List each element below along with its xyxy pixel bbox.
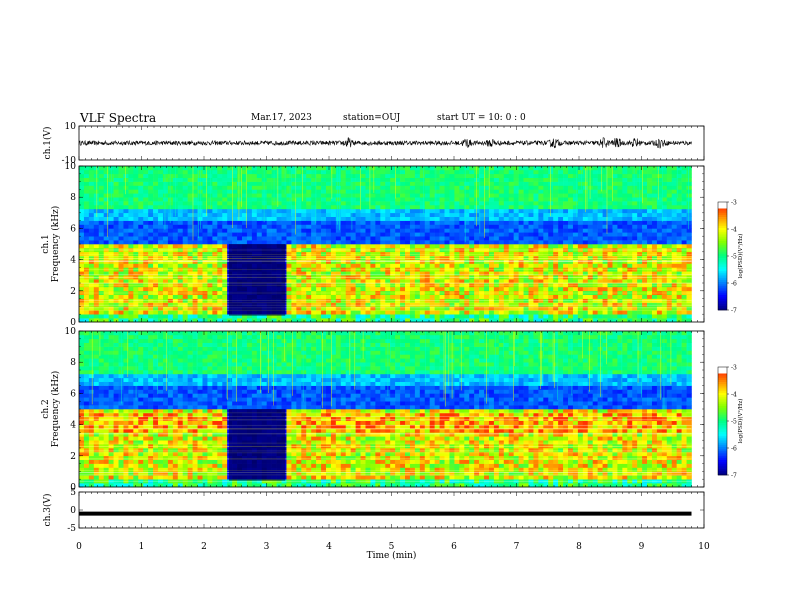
ch2-spectrogram-ytick-label: 0	[70, 483, 76, 493]
ch2-spectrogram-ytick-label: 6	[70, 389, 76, 399]
ch3-waveform-ytick-label: 5	[70, 488, 76, 498]
ch2-spectrogram-ytick-label: 8	[70, 358, 76, 368]
ch2-spectrogram-colorbar: -3 -4 -5 -6 -7 log(PSD)(V²/Hz)	[717, 365, 744, 480]
xtick-label: 9	[639, 542, 645, 552]
ch1-waveform-line	[78, 137, 692, 149]
xaxis-label: Time (min)	[367, 550, 417, 561]
date-label: Mar.17, 2023	[251, 113, 312, 123]
ch2-spectrogram-ytick-label: 10	[65, 327, 77, 337]
ch1-spectrogram-colorbar-label: log(PSD)(V²/Hz)	[737, 234, 744, 279]
ch1-waveform-ylabel: ch.1(V)	[42, 127, 53, 160]
ch1-waveform-ytick-label: 10	[65, 122, 77, 132]
ch1-spectrogram-ytick-label: 10	[65, 162, 77, 172]
ch1-spectrogram-colorbar-tick: -7	[731, 308, 737, 315]
ch1-spectrogram-colorbar-tick: -5	[731, 254, 737, 261]
ch1-spectrogram-ytick-label: 6	[70, 224, 76, 234]
station-label: station=OUJ	[343, 113, 401, 123]
ch2-spectrogram-ylabel-line: Frequency (kHz)	[50, 371, 61, 448]
xtick-label: 6	[451, 542, 457, 552]
ch2-spectrogram-colorbar-tick: -6	[731, 446, 737, 453]
xtick-label: 8	[576, 542, 582, 552]
xtick-label: 0	[76, 542, 82, 552]
ch3-waveform-ytick-label: 0	[70, 506, 76, 516]
xtick-label: 10	[698, 542, 710, 552]
ch2-spectrogram-colorbar-tick: -5	[731, 419, 737, 426]
ch2-spectrogram-colorbar-label: log(PSD)(V²/Hz)	[737, 399, 744, 444]
ch2-spectrogram-ytick-label: 2	[70, 452, 76, 462]
ch3-waveform-ylabel-line: ch.3(V)	[42, 494, 53, 527]
ch1-waveform-ytick-label: -10	[62, 156, 77, 166]
xtick-label: 5	[389, 542, 395, 552]
ch1-spectrogram	[79, 166, 692, 323]
ch1-waveform-ylabel-line: ch.1(V)	[42, 127, 53, 160]
ch1-spectrogram-ytick-label: 0	[70, 318, 76, 328]
ch1-spectrogram-ytick-label: 8	[70, 193, 76, 203]
ch2-spectrogram-ytick-label: 4	[70, 421, 76, 431]
ch1-spectrogram-ytick-label: 2	[70, 287, 76, 297]
ch3-waveform-ylabel: ch.3(V)	[42, 494, 53, 527]
chart-title: VLF Spectra	[80, 111, 157, 125]
start-time-label: start UT = 10: 0 : 0	[437, 113, 526, 123]
ch1-spectrogram-colorbar: -3 -4 -5 -6 -7 log(PSD)(V²/Hz)	[717, 200, 744, 315]
ch1-spectrogram-colorbar-tick: -4	[731, 227, 737, 234]
ch3-waveform-ytick-label: -5	[67, 524, 76, 534]
xtick-label: 3	[264, 542, 270, 552]
ch2-spectrogram-colorbar-tick: -7	[731, 473, 737, 480]
ch2-spectrogram-ylabel: ch.2Frequency (kHz)	[41, 371, 61, 448]
xtick-label: 2	[201, 542, 207, 552]
xtick-label: 7	[514, 542, 520, 552]
ch1-spectrogram-ytick-label: 4	[70, 256, 76, 266]
ch1-spectrogram-ylabel-line: Frequency (kHz)	[50, 206, 61, 283]
ch2-spectrogram	[79, 331, 692, 488]
ch2-spectrogram-colorbar-tick: -3	[731, 365, 737, 372]
ch1-spectrogram-ylabel: ch.1Frequency (kHz)	[41, 206, 61, 283]
ch1-spectrogram-colorbar-tick: -3	[731, 200, 737, 207]
xtick-label: 4	[326, 542, 332, 552]
ch2-spectrogram-ylabel-line: ch.2	[41, 399, 51, 418]
ch1-spectrogram-colorbar-tick: -6	[731, 281, 737, 288]
ch2-spectrogram-colorbar-tick: -4	[731, 392, 737, 399]
ch1-spectrogram-ylabel-line: ch.1	[41, 234, 51, 253]
xtick-label: 1	[139, 542, 145, 552]
ch3-waveform-frame	[78, 491, 705, 529]
